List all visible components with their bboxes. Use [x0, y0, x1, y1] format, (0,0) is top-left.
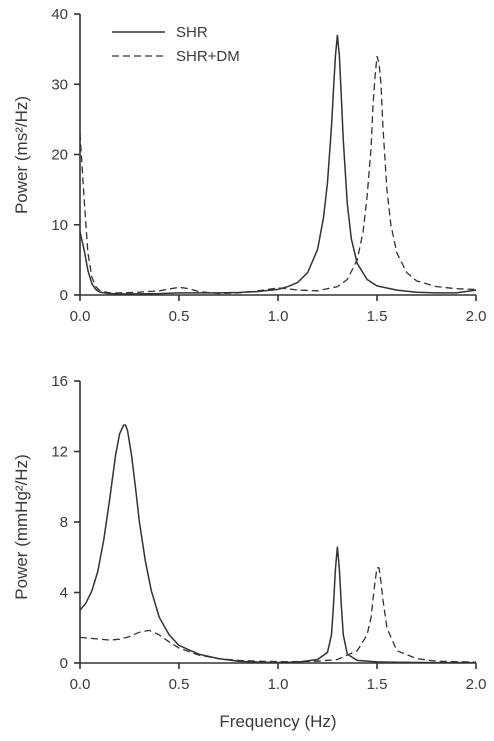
x-tick-label: 1.0 [268, 676, 289, 693]
y-ticks: 0 4 8 12 16 [51, 373, 80, 672]
y-tick-label: 10 [51, 217, 68, 234]
y-axis-title: Power (mmHg²/Hz) [12, 454, 31, 599]
x-axis-title: Frequency (Hz) [219, 712, 336, 731]
y-tick-label: 4 [60, 585, 68, 602]
legend: SHR SHR+DM [112, 24, 240, 65]
top-spectrum-panel: 0 10 20 30 40 0.0 0.5 1.0 1.5 2.0 Power (ms²/Hz)… [12, 6, 486, 325]
series-line-shr [79, 424, 476, 664]
x-tick-label: 0.5 [169, 676, 190, 693]
legend-label-shr-dm: SHR+DM [176, 48, 240, 65]
x-tick-label: 2.0 [466, 308, 487, 325]
legend-label-shr: SHR [176, 24, 208, 41]
series-layer [79, 424, 477, 664]
x-tick-label: 0.0 [70, 308, 91, 325]
y-axis-title: Power (ms²/Hz) [12, 96, 31, 214]
x-tick-label: 0.5 [169, 308, 190, 325]
x-tick-label: 1.5 [367, 676, 388, 693]
x-tick-label: 1.5 [367, 308, 388, 325]
y-tick-label: 0 [60, 655, 68, 672]
series-line-shr [79, 35, 477, 295]
y-tick-label: 30 [51, 76, 68, 93]
x-ticks: 0.0 0.5 1.0 1.5 2.0 [70, 663, 487, 693]
x-ticks: 0.0 0.5 1.0 1.5 2.0 [70, 295, 487, 325]
series-line-shr-dm [79, 56, 477, 295]
series-line-shr-dm [79, 567, 477, 663]
y-tick-label: 40 [51, 6, 68, 23]
y-tick-label: 0 [60, 287, 68, 304]
y-tick-label: 20 [51, 147, 68, 164]
series-layer [79, 35, 477, 295]
y-tick-label: 12 [51, 444, 68, 461]
y-tick-label: 8 [60, 514, 68, 531]
x-tick-label: 2.0 [466, 676, 487, 693]
y-tick-label: 16 [51, 373, 68, 390]
bottom-spectrum-panel: 0 4 8 12 16 0.0 0.5 1.0 1.5 2.0 Power (mmHg²/Hz)… [12, 373, 486, 731]
x-tick-label: 1.0 [268, 308, 289, 325]
y-ticks: 0 10 20 30 40 [51, 6, 80, 304]
x-tick-label: 0.0 [70, 676, 91, 693]
